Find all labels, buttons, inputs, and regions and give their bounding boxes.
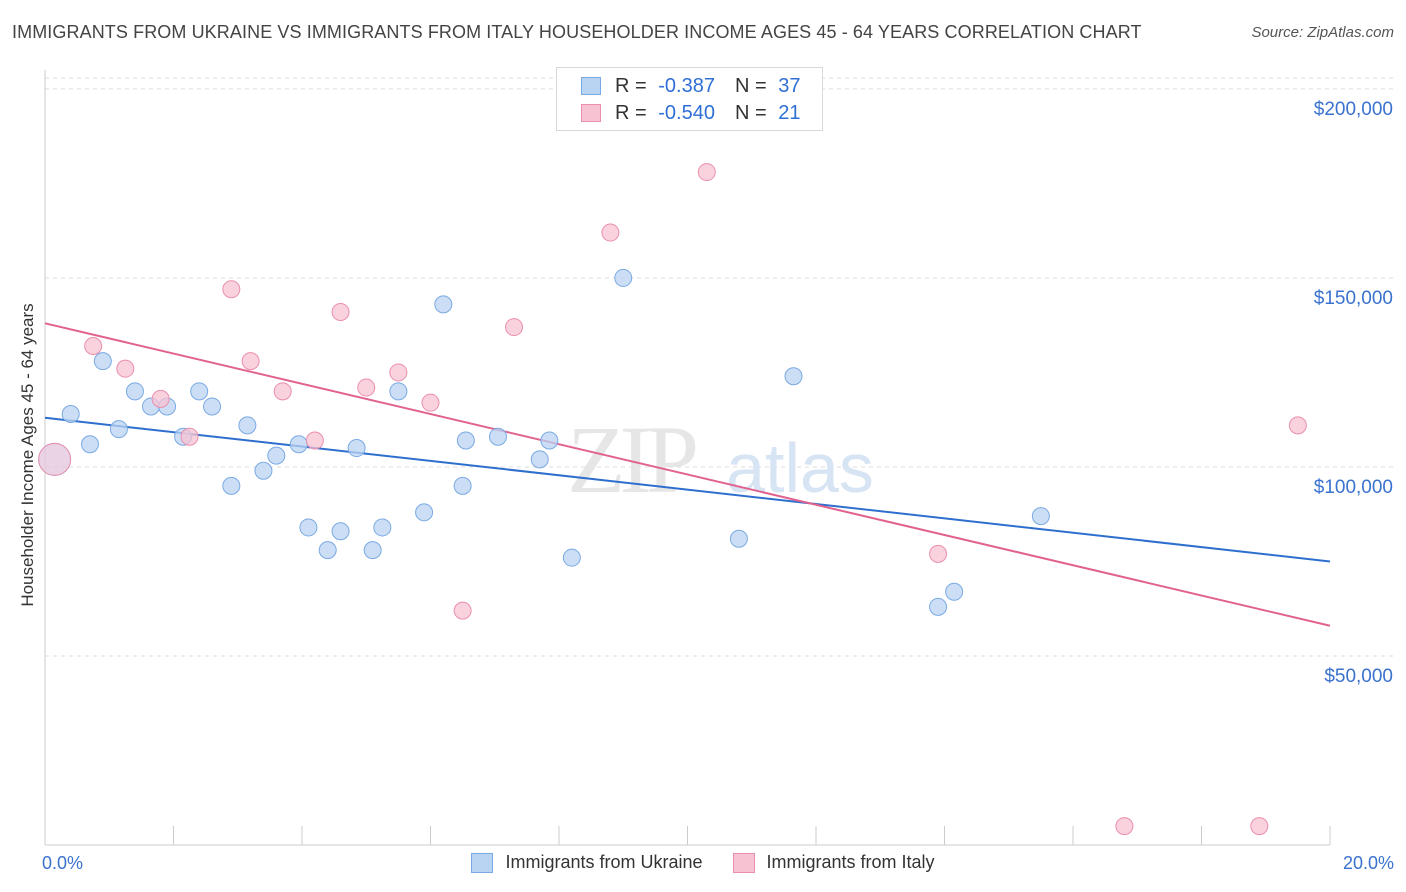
y-axis-label: Householder Income Ages 45 - 64 years xyxy=(18,303,37,607)
trend-line-ukraine xyxy=(44,416,1331,563)
legend-label-ukraine: Immigrants from Ukraine xyxy=(505,852,703,872)
legend-swatch-italy xyxy=(732,852,755,873)
source-label: Source: ZipAtlas.com xyxy=(1251,24,1394,41)
data-point-ukraine xyxy=(389,382,408,401)
legend-swatch-ukraine xyxy=(471,852,494,873)
legend-item-italy: Immigrants from Italy xyxy=(732,852,935,873)
data-point-ukraine xyxy=(109,420,128,439)
data-point-ukraine xyxy=(530,450,549,469)
series-italy-points xyxy=(38,163,1307,836)
legend-row-italy: R = -0.540 N = 21 xyxy=(581,101,800,125)
legend-label-italy: Immigrants from Italy xyxy=(766,852,935,872)
correlation-legend: R = -0.387 N = 37 R = -0.540 N = 21 xyxy=(556,67,823,131)
legend-row-ukraine: R = -0.387 N = 37 xyxy=(581,74,800,98)
data-point-ukraine xyxy=(318,541,337,560)
data-point-italy xyxy=(273,382,292,401)
trend-lines xyxy=(44,322,1331,627)
data-point-ukraine xyxy=(729,529,748,548)
data-point-italy xyxy=(929,544,948,563)
data-point-italy xyxy=(697,163,716,182)
data-point-italy xyxy=(241,352,260,371)
data-point-ukraine xyxy=(347,439,366,458)
data-point-ukraine xyxy=(125,382,144,401)
data-point-italy xyxy=(1115,817,1134,836)
data-point-ukraine xyxy=(453,476,472,495)
data-point-ukraine xyxy=(614,268,633,287)
data-point-italy xyxy=(305,431,324,450)
axes xyxy=(44,70,1331,846)
data-point-italy xyxy=(1288,416,1307,435)
y-tick-label: $200,000 xyxy=(1314,99,1393,120)
data-point-italy xyxy=(222,280,241,299)
data-point-ukraine xyxy=(254,461,273,480)
data-point-italy xyxy=(601,223,620,242)
legend-r-label: R = xyxy=(615,74,653,97)
data-point-ukraine xyxy=(434,295,453,314)
data-point-ukraine xyxy=(456,431,475,450)
data-point-italy xyxy=(84,336,103,355)
data-point-ukraine xyxy=(331,522,350,541)
data-point-italy xyxy=(421,393,440,412)
data-point-ukraine xyxy=(373,518,392,537)
data-point-ukraine xyxy=(945,582,964,601)
data-point-italy xyxy=(38,442,72,476)
data-point-ukraine xyxy=(540,431,559,450)
legend-n-value: 21 xyxy=(778,101,801,124)
legend-n-label: N = xyxy=(734,74,773,97)
data-point-ukraine xyxy=(488,427,507,446)
data-point-ukraine xyxy=(289,435,308,454)
y-tick-label: $150,000 xyxy=(1314,288,1393,309)
data-point-italy xyxy=(116,359,135,378)
x-tick-label-right: 20.0% xyxy=(1343,853,1394,873)
data-point-italy xyxy=(331,302,350,321)
data-point-ukraine xyxy=(203,397,222,416)
data-point-ukraine xyxy=(415,503,434,522)
data-point-ukraine xyxy=(190,382,209,401)
data-point-italy xyxy=(389,363,408,382)
legend-n-value: 37 xyxy=(778,74,801,97)
data-point-ukraine xyxy=(784,367,803,386)
legend-item-ukraine: Immigrants from Ukraine xyxy=(471,852,703,873)
watermark-zip: ZIP xyxy=(567,406,696,513)
data-point-ukraine xyxy=(238,416,257,435)
legend-swatch-ukraine xyxy=(581,77,601,95)
data-point-italy xyxy=(357,378,376,397)
data-point-ukraine xyxy=(80,435,99,454)
trend-line-italy xyxy=(44,322,1331,627)
data-point-ukraine xyxy=(222,476,241,495)
watermark: ZIP atlas xyxy=(567,406,874,513)
y-tick-labels: $50,000 $100,000 $150,000 $200,000 xyxy=(1314,99,1393,687)
x-tick-label-left: 0.0% xyxy=(42,853,83,873)
legend-n-label: N = xyxy=(734,101,773,124)
chart-title: IMMIGRANTS FROM UKRAINE VS IMMIGRANTS FR… xyxy=(12,22,1142,42)
data-point-ukraine xyxy=(61,405,80,424)
legend-r-value: -0.540 xyxy=(658,101,715,124)
data-point-italy xyxy=(180,427,199,446)
series-legend: Immigrants from Ukraine Immigrants from … xyxy=(0,852,1406,873)
y-tick-label: $50,000 xyxy=(1324,666,1393,687)
data-point-italy xyxy=(505,318,524,337)
data-point-ukraine xyxy=(1031,507,1050,526)
watermark-atlas: atlas xyxy=(726,429,874,507)
legend-r-value: -0.387 xyxy=(658,74,715,97)
data-point-ukraine xyxy=(267,446,286,465)
data-point-italy xyxy=(151,389,170,408)
legend-r-label: R = xyxy=(615,101,653,124)
data-point-ukraine xyxy=(363,541,382,560)
data-point-ukraine xyxy=(93,352,112,371)
data-point-italy xyxy=(1250,817,1269,836)
data-point-italy xyxy=(453,601,472,620)
data-point-ukraine xyxy=(299,518,318,537)
legend-swatch-italy xyxy=(581,104,601,122)
data-point-ukraine xyxy=(929,597,948,616)
data-point-ukraine xyxy=(562,548,581,567)
y-tick-label: $100,000 xyxy=(1314,477,1393,498)
